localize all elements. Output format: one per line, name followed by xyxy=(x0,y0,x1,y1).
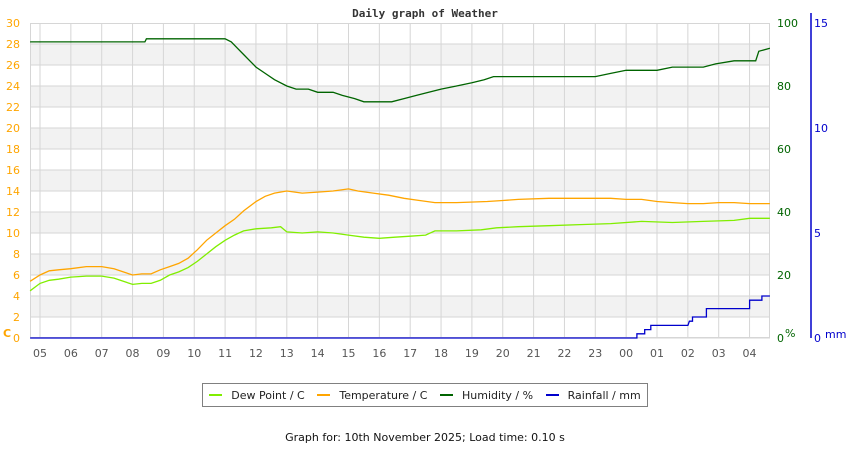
footer-status: Graph for: 10th November 2025; Load time… xyxy=(285,431,565,444)
x-tick-label: 23 xyxy=(588,347,602,360)
x-tick-label: 16 xyxy=(372,347,386,360)
svg-text:0: 0 xyxy=(814,332,821,345)
chart-title: Daily graph of Weather xyxy=(352,7,498,20)
legend-item-dew-point: Dew Point / C xyxy=(209,388,305,402)
legend-item-temperature: Temperature / C xyxy=(317,389,427,402)
x-tick-label: 02 xyxy=(681,347,695,360)
series-line xyxy=(30,295,770,339)
x-tick-label: 00 xyxy=(619,347,633,360)
svg-text:60: 60 xyxy=(777,143,791,156)
svg-text:20: 20 xyxy=(6,122,20,135)
svg-text:0: 0 xyxy=(777,332,784,345)
svg-text:22: 22 xyxy=(6,101,20,114)
legend: Dew Point / C Temperature / C Humidity /… xyxy=(202,383,648,407)
series-line xyxy=(29,217,770,292)
weather-chart: Daily graph of Weather 05 06 07 08 09 10 11 12 1… xyxy=(3,7,846,360)
x-tick-label: 10 xyxy=(187,347,201,360)
svg-text:10: 10 xyxy=(814,122,828,135)
x-tick-label: 13 xyxy=(280,347,294,360)
svg-text:15: 15 xyxy=(814,17,828,30)
legend-label: Temperature / C xyxy=(339,388,428,402)
x-tick-label: 22 xyxy=(557,347,571,360)
x-tick-label: 01 xyxy=(650,347,664,360)
legend-label: Humidity / % xyxy=(462,388,534,402)
x-tick-label: 19 xyxy=(465,347,479,360)
series-line xyxy=(29,188,770,282)
x-tick-label: 03 xyxy=(712,347,726,360)
x-tick-label: 17 xyxy=(403,347,417,360)
x-tick-label: 15 xyxy=(342,347,356,360)
rainfall-swatch-icon xyxy=(545,394,559,396)
svg-text:6: 6 xyxy=(13,269,20,282)
svg-text:12: 12 xyxy=(6,206,20,219)
vertical-gridlines xyxy=(39,23,751,338)
x-tick-label: 11 xyxy=(218,347,232,360)
legend-item-humidity: Humidity / % xyxy=(440,389,533,402)
svg-text:16: 16 xyxy=(6,164,20,177)
svg-text:30: 30 xyxy=(6,17,20,30)
x-tick-label: 06 xyxy=(64,347,78,360)
x-tick-label: 09 xyxy=(156,347,170,360)
svg-text:18: 18 xyxy=(6,143,20,156)
svg-text:14: 14 xyxy=(6,185,20,198)
temperature-swatch-icon xyxy=(317,394,331,396)
svg-text:28: 28 xyxy=(6,38,20,51)
x-tick-label: 18 xyxy=(434,347,448,360)
svg-text:24: 24 xyxy=(6,80,20,93)
legend-item-rainfall: Rainfall / mm xyxy=(545,388,641,402)
svg-text:26: 26 xyxy=(6,59,20,72)
svg-text:20: 20 xyxy=(777,269,791,282)
grid-bands xyxy=(30,23,770,339)
x-tick-label: 21 xyxy=(527,347,541,360)
svg-text:40: 40 xyxy=(777,206,791,219)
axes: 05 06 07 08 09 10 11 12 13 14 15 16 17 18 19 20 21 22 23 00… xyxy=(3,13,846,360)
svg-text:5: 5 xyxy=(814,227,821,240)
humidity-swatch-icon xyxy=(440,394,454,396)
svg-text:10: 10 xyxy=(6,227,20,240)
svg-text:80: 80 xyxy=(777,80,791,93)
legend-label: Rainfall / mm xyxy=(567,388,641,402)
dew-point-swatch-icon xyxy=(209,394,223,396)
svg-text:2: 2 xyxy=(13,311,20,324)
x-tick-label: 07 xyxy=(95,347,109,360)
svg-text:%: % xyxy=(785,327,795,340)
x-tick-label: 20 xyxy=(496,347,510,360)
svg-text:0: 0 xyxy=(13,332,20,345)
x-tick-label: 05 xyxy=(33,347,47,360)
x-tick-label: 04 xyxy=(743,347,757,360)
svg-text:100: 100 xyxy=(777,17,798,30)
series-line xyxy=(30,38,771,103)
svg-text:8: 8 xyxy=(13,248,20,261)
x-tick-label: 12 xyxy=(249,347,263,360)
svg-text:C: C xyxy=(3,327,11,340)
svg-text:4: 4 xyxy=(13,290,20,303)
x-tick-label: 08 xyxy=(126,347,140,360)
svg-text:mm: mm xyxy=(825,328,846,341)
data-series xyxy=(29,38,771,339)
x-tick-label: 14 xyxy=(311,347,325,360)
legend-label: Dew Point / C xyxy=(231,388,305,402)
